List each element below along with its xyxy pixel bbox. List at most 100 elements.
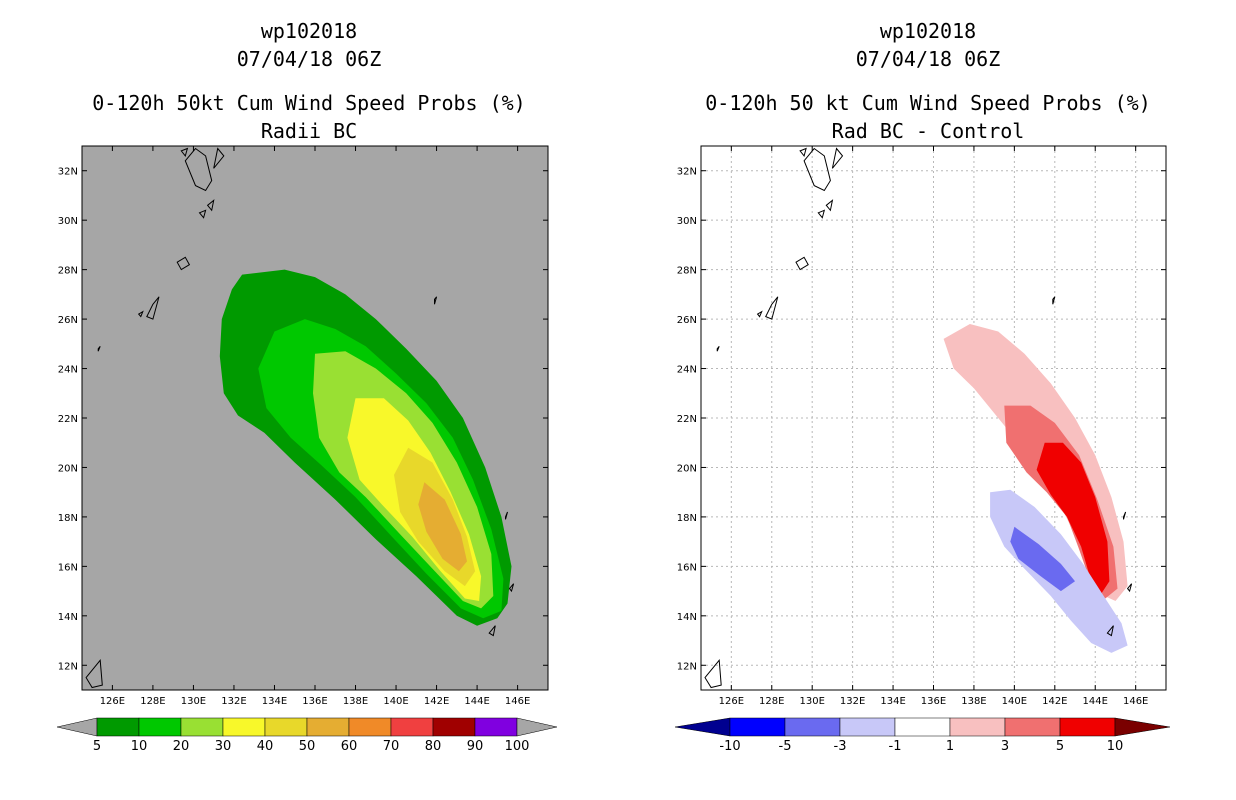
colorbar-label: 100 [505, 739, 530, 754]
contour-level-neg3 [1010, 526, 1075, 592]
colorbar-label: 3 [1001, 739, 1009, 754]
y-tick-label: 18N [677, 513, 697, 524]
island-outline [213, 147, 225, 169]
island-outline [176, 256, 191, 271]
y-tick-label: 12N [677, 661, 697, 672]
colorbar-swatch [348, 717, 392, 737]
y-tick-label: 20N [58, 463, 78, 474]
colorbar-label: 70 [383, 739, 400, 754]
island-outline [146, 296, 160, 320]
colorbar-label: 10 [131, 739, 148, 754]
y-tick-label: 26N [58, 315, 78, 326]
y-tick-label: 32N [58, 167, 78, 178]
island-outline [831, 147, 844, 169]
right-coastlines [704, 147, 1133, 689]
x-tick-label: 140E [1002, 696, 1027, 707]
x-tick-label: 134E [880, 696, 905, 707]
colorbar-swatch [839, 717, 896, 737]
colorbar-swatch [474, 717, 518, 737]
left-panel: wp102018 07/04/18 06Z 0-120h 50kt Cum Wi… [56, 19, 558, 754]
contour-level-5 [1036, 442, 1110, 594]
right-title-line1: wp102018 [880, 19, 976, 43]
x-tick-label: 138E [961, 696, 986, 707]
left-coastlines [85, 147, 515, 689]
x-tick-label: 126E [719, 696, 744, 707]
y-tick-label: 30N [677, 216, 697, 227]
y-tick-label: 28N [58, 266, 78, 277]
y-tick-label: 18N [58, 513, 78, 524]
island-outline [184, 147, 213, 192]
island-outline [97, 345, 101, 352]
island-outline [716, 345, 720, 352]
x-tick-label: 126E [100, 696, 125, 707]
colorbar-label: 50 [299, 739, 316, 754]
contour-level-50 [418, 482, 467, 572]
island-outline [434, 296, 438, 305]
right-title-line3: 0-120h 50 kt Cum Wind Speed Probs (%) [705, 91, 1151, 115]
island-outline [1123, 511, 1127, 520]
y-tick-label: 12N [58, 661, 78, 672]
island-outline [198, 209, 207, 219]
colorbar-swatch [1004, 717, 1061, 737]
x-tick-label: 136E [921, 696, 946, 707]
x-tick-label: 146E [505, 696, 530, 707]
left-title-line4: Radii BC [261, 119, 357, 143]
left-title-line3: 0-120h 50kt Cum Wind Speed Probs (%) [92, 91, 525, 115]
y-tick-label: 22N [677, 414, 697, 425]
x-tick-label: 142E [424, 696, 449, 707]
island-outline [795, 256, 809, 271]
colorbar-label: 90 [467, 739, 484, 754]
colorbar-swatch [949, 717, 1006, 737]
right-title-line4: Rad BC - Control [832, 119, 1025, 143]
island-outline [704, 659, 722, 689]
island-outline [508, 583, 515, 593]
colorbar-swatch [96, 717, 140, 737]
colorbar-label: 1 [946, 739, 954, 754]
island-outline [825, 199, 834, 212]
colorbar-swatch [1059, 717, 1116, 737]
island-outline [803, 147, 831, 192]
right-title-line2: 07/04/18 06Z [856, 47, 1001, 71]
y-tick-label: 14N [58, 612, 78, 623]
y-tick-label: 32N [677, 167, 697, 178]
colorbar-label: 60 [341, 739, 358, 754]
x-tick-label: 146E [1123, 696, 1148, 707]
island-outline [765, 296, 779, 320]
y-tick-label: 24N [58, 365, 78, 376]
island-outline [488, 625, 496, 637]
y-tick-label: 16N [58, 562, 78, 573]
island-outline [505, 511, 508, 520]
colorbar-swatch [390, 717, 434, 737]
colorbar-label: 30 [215, 739, 232, 754]
left-colorbar: 5 10 20 30 40 50 60 70 80 90 100 [56, 717, 558, 754]
left-title-line2: 07/04/18 06Z [237, 47, 382, 71]
colorbar-label: 10 [1107, 739, 1124, 754]
y-tick-label: 28N [677, 266, 697, 277]
x-tick-label: 132E [840, 696, 865, 707]
right-panel: wp102018 07/04/18 06Z 0-120h 50 kt Cum W… [674, 19, 1171, 754]
left-contours [219, 269, 512, 626]
colorbar-label: 5 [93, 739, 101, 754]
colorbar-swatch [729, 717, 786, 737]
colorbar-over-triangle [516, 717, 558, 737]
island-outline [206, 199, 215, 212]
colorbar-under-triangle [56, 717, 98, 737]
x-tick-label: 134E [262, 696, 287, 707]
colorbar-swatch [264, 717, 308, 737]
right-axis-ticks: 126E 128E 130E 132E 134E 136E 138E 140E 142E 144E… [677, 146, 1166, 707]
x-tick-label: 128E [140, 696, 165, 707]
colorbar-under-triangle [674, 717, 731, 737]
x-tick-label: 144E [1083, 696, 1108, 707]
colorbar-label: 40 [257, 739, 274, 754]
colorbar-swatch [894, 717, 951, 737]
colorbar-label: -1 [889, 739, 902, 754]
y-tick-label: 20N [677, 463, 697, 474]
x-tick-label: 144E [464, 696, 489, 707]
y-tick-label: 14N [677, 612, 697, 623]
x-tick-label: 136E [302, 696, 327, 707]
colorbar-label: -10 [719, 739, 740, 754]
y-tick-label: 30N [58, 216, 78, 227]
colorbar-label: -5 [779, 739, 792, 754]
colorbar-swatch [180, 717, 224, 737]
